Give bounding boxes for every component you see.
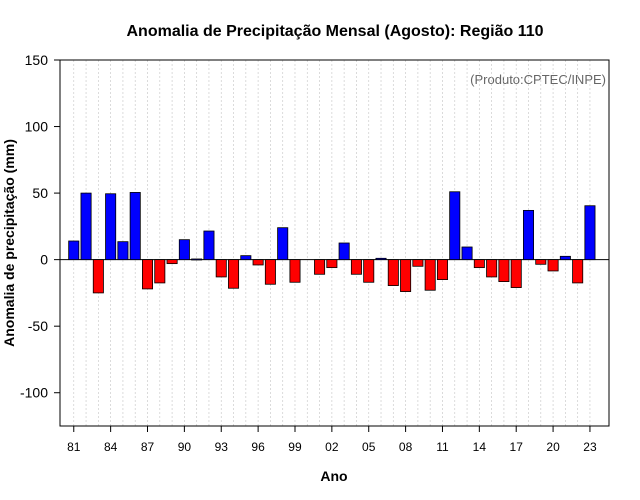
bar-2008 xyxy=(400,259,412,292)
bar-1997 xyxy=(264,259,276,285)
x-axis-label: Ano xyxy=(320,468,347,484)
x-tick-label: 93 xyxy=(215,440,229,454)
x-tick-label: 84 xyxy=(104,440,118,454)
bar-2016 xyxy=(498,259,510,282)
y-tick-label: 0 xyxy=(40,252,48,268)
bar-2005 xyxy=(363,259,375,283)
bar-1988 xyxy=(154,259,166,284)
bar-1994 xyxy=(228,259,240,289)
bar-2004 xyxy=(350,259,362,275)
bar-1992 xyxy=(203,230,215,261)
bar-2003 xyxy=(338,242,350,261)
bar-2019 xyxy=(535,259,547,265)
bar-1982 xyxy=(80,192,92,261)
bar-1995 xyxy=(240,255,252,261)
bar-1991 xyxy=(191,258,203,261)
chart-title: Anomalia de Precipitação Mensal (Agosto)… xyxy=(127,23,544,40)
bar-1989 xyxy=(166,259,178,265)
x-tick-label: 90 xyxy=(178,440,192,454)
y-axis-label: Anomalia de precipitação (mm) xyxy=(1,139,17,347)
x-tick-label: 20 xyxy=(546,440,560,454)
bar-2001 xyxy=(314,259,326,275)
x-tick-label: 14 xyxy=(473,440,487,454)
y-tick-label: 150 xyxy=(25,52,49,68)
bar-1986 xyxy=(129,192,141,261)
y-tick-label: -50 xyxy=(28,318,48,334)
plot-frame xyxy=(59,59,610,427)
bar-2011 xyxy=(436,259,448,280)
bar-2012 xyxy=(449,191,461,261)
x-tick-label: 81 xyxy=(67,440,81,454)
bar-1981 xyxy=(68,240,80,261)
bar-2009 xyxy=(412,259,424,267)
y-tick-label: 50 xyxy=(32,185,48,201)
y-tick-label: -100 xyxy=(20,385,48,401)
bar-1996 xyxy=(252,259,264,266)
bar-2023 xyxy=(584,205,596,261)
y-tick-label: 100 xyxy=(25,119,49,135)
bar-2018 xyxy=(522,209,534,261)
x-tick-label: 11 xyxy=(436,440,449,454)
bar-1983 xyxy=(92,259,104,294)
bar-2010 xyxy=(424,259,436,291)
bar-2014 xyxy=(473,259,485,269)
bar-2015 xyxy=(486,259,498,278)
x-tick-label: 99 xyxy=(288,440,302,454)
bar-2020 xyxy=(547,259,559,272)
bar-1987 xyxy=(142,259,154,290)
bar-1998 xyxy=(277,227,289,261)
x-tick-label: 23 xyxy=(583,440,597,454)
bar-2017 xyxy=(510,259,522,288)
bar-1990 xyxy=(178,239,190,261)
chart-credit: (Produto:CPTEC/INPE) xyxy=(470,72,606,87)
x-tick-label: 05 xyxy=(362,440,376,454)
x-tick-label: 08 xyxy=(399,440,413,454)
x-tick-label: 96 xyxy=(251,440,265,454)
bar-2022 xyxy=(572,259,584,284)
bars xyxy=(68,191,596,294)
bar-2006 xyxy=(375,257,387,261)
axes: -100 -50 0 50 100 150 81 84 87 90 93 96 99 02 05 08 11 14… xyxy=(20,52,610,454)
x-tick-label: 87 xyxy=(141,440,155,454)
bar-2007 xyxy=(387,259,399,286)
x-tick-label: 17 xyxy=(510,440,524,454)
bar-1985 xyxy=(117,241,129,261)
bar-1993 xyxy=(215,259,227,278)
grid xyxy=(73,60,591,426)
bar-1999 xyxy=(289,259,301,283)
x-tick-label: 02 xyxy=(325,440,339,454)
bar-2002 xyxy=(326,259,338,269)
bar-2013 xyxy=(461,246,473,261)
bar-2021 xyxy=(559,255,571,261)
bar-1984 xyxy=(105,193,117,261)
